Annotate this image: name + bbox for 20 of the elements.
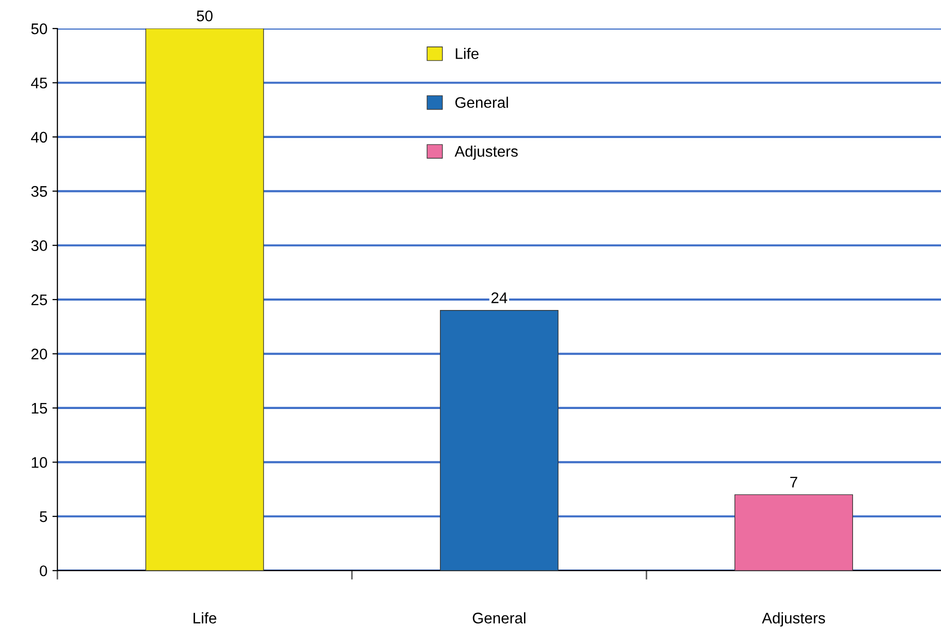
data-label: 50	[196, 10, 213, 22]
y-tick-label: 40	[31, 132, 48, 143]
x-tick-label: Life	[194, 612, 216, 624]
y-tick-label: 15	[32, 403, 48, 414]
y-tick-label: 45	[31, 78, 48, 88]
x-tick-label: Adjusters	[762, 612, 826, 627]
y-tick-label: 35	[31, 186, 48, 197]
data-label: 7	[790, 476, 798, 488]
data-label: 24	[491, 292, 508, 304]
legend-label: Adjusters	[454, 146, 518, 160]
y-tick-label: 50	[31, 23, 48, 34]
y-tick-label: 20	[31, 348, 48, 360]
y-tick-label: 30	[31, 240, 48, 252]
x-tick-label: General	[472, 612, 526, 624]
y-tick-label: 0	[40, 565, 48, 576]
y-tick-label: 10	[32, 457, 48, 468]
legend-label: General	[455, 96, 508, 108]
legend-label: Life	[456, 48, 479, 60]
y-tick-label: 5	[40, 511, 48, 522]
y-tick-label: 25	[31, 294, 48, 306]
